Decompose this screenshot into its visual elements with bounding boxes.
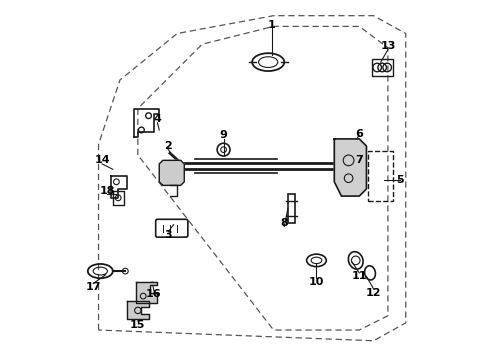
Text: 1: 1 bbox=[268, 19, 276, 30]
Text: 5: 5 bbox=[396, 175, 404, 185]
Text: 16: 16 bbox=[146, 289, 162, 299]
Text: 2: 2 bbox=[164, 141, 172, 151]
Polygon shape bbox=[127, 301, 148, 319]
Polygon shape bbox=[334, 139, 367, 196]
Polygon shape bbox=[136, 282, 157, 303]
Text: 7: 7 bbox=[355, 156, 363, 165]
Text: 13: 13 bbox=[380, 41, 395, 51]
Text: 18: 18 bbox=[100, 186, 115, 196]
Text: 14: 14 bbox=[94, 156, 110, 165]
Bar bbox=[288, 194, 295, 223]
Bar bbox=[368, 152, 393, 202]
Text: 3: 3 bbox=[164, 230, 172, 240]
Text: 10: 10 bbox=[309, 277, 324, 287]
Polygon shape bbox=[159, 160, 184, 185]
Bar bbox=[372, 59, 393, 76]
Text: 4: 4 bbox=[153, 114, 161, 124]
Text: 9: 9 bbox=[220, 130, 227, 140]
Text: 11: 11 bbox=[351, 271, 367, 282]
Text: 12: 12 bbox=[366, 288, 381, 297]
Text: 17: 17 bbox=[85, 282, 101, 292]
Text: 8: 8 bbox=[280, 218, 288, 228]
Text: 6: 6 bbox=[355, 129, 363, 139]
Text: 15: 15 bbox=[130, 320, 146, 330]
